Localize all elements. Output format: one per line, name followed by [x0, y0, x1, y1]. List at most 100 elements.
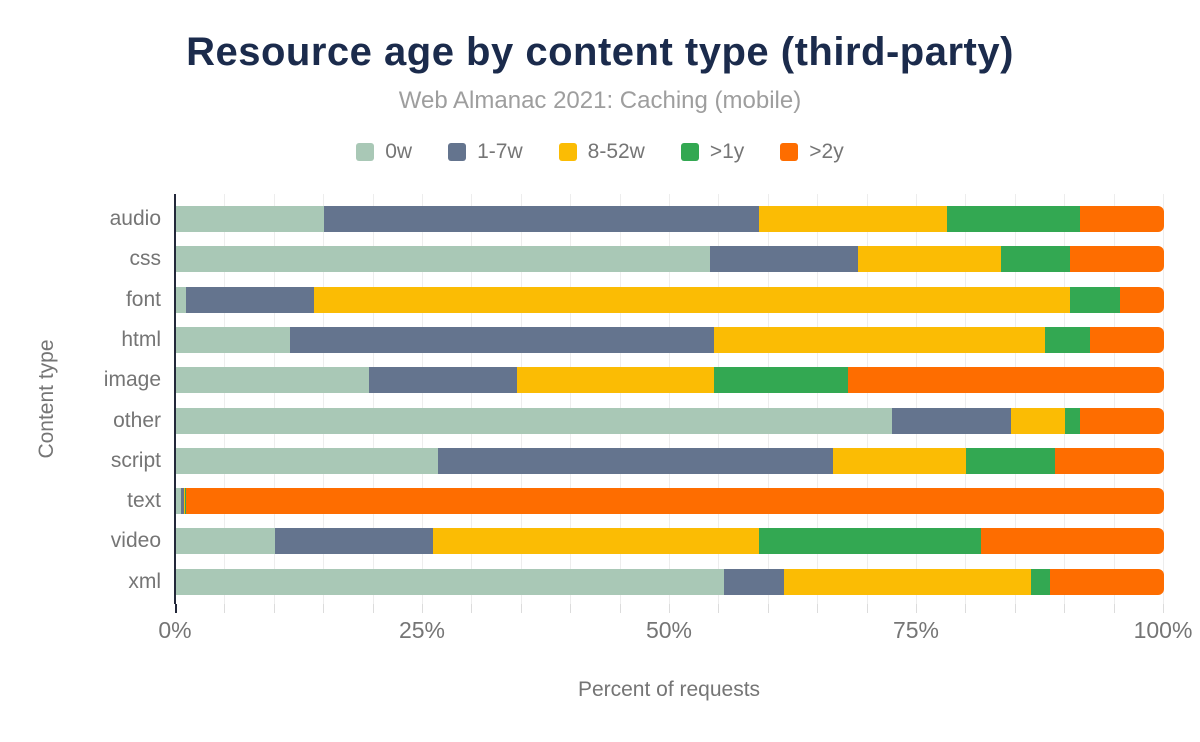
bar-segment-text-8-52w[interactable] — [183, 488, 185, 515]
category-label-image: image — [103, 368, 161, 392]
gridline-15 — [323, 194, 325, 604]
bar-segment-html-8-52w[interactable] — [714, 326, 1046, 353]
bar-segment-font->2y[interactable] — [1119, 286, 1164, 313]
legend-item-8-52w: 8-52w — [558, 140, 645, 164]
bar-segment-script-8-52w[interactable] — [833, 447, 967, 474]
axis-tick-25 — [422, 604, 423, 613]
bar-segment-text-0w[interactable] — [176, 488, 181, 515]
gridline-95 — [1113, 194, 1115, 604]
axis-tick-45 — [619, 604, 621, 613]
bar-segment-video->2y[interactable] — [981, 528, 1164, 555]
axis-tick-70 — [866, 604, 868, 613]
bar-segment-image->1y[interactable] — [714, 367, 848, 394]
bar-segment-text-1-7w[interactable] — [180, 488, 184, 515]
bar-segment-css->1y[interactable] — [1000, 246, 1071, 273]
bar-segment-other-8-52w[interactable] — [1010, 407, 1066, 434]
axis-tick-80 — [965, 604, 967, 613]
bar-segment-xml->2y[interactable] — [1050, 568, 1164, 595]
gridline-50 — [669, 194, 670, 604]
bar-row-video — [176, 528, 1164, 555]
axis-tick-10 — [273, 604, 275, 613]
bar-segment-video->1y[interactable] — [758, 528, 982, 555]
gridline-40 — [570, 194, 572, 604]
bar-segment-html-1-7w[interactable] — [289, 326, 715, 353]
gridline-85 — [1014, 194, 1016, 604]
axis-tick-20 — [372, 604, 374, 613]
gridline-70 — [866, 194, 868, 604]
chart-subtitle: Web Almanac 2021: Caching (mobile) — [398, 87, 802, 114]
bar-segment-font-0w[interactable] — [176, 286, 186, 313]
bar-segment-video-0w[interactable] — [176, 528, 275, 555]
bar-segment-xml-8-52w[interactable] — [783, 568, 1031, 595]
x-tick-label-100: 100% — [1133, 617, 1193, 643]
axis-tick-55 — [718, 604, 720, 613]
gridline-75 — [916, 194, 917, 604]
legend-swatch-icon — [356, 143, 375, 161]
bar-segment-audio-8-52w[interactable] — [758, 206, 947, 232]
bar-segment-script->1y[interactable] — [966, 447, 1056, 474]
bar-segment-script->2y[interactable] — [1055, 447, 1164, 474]
bar-segment-script-1-7w[interactable] — [437, 447, 833, 474]
bar-segment-xml-0w[interactable] — [176, 568, 725, 595]
bar-segment-image-1-7w[interactable] — [368, 367, 517, 394]
bar-row-text — [176, 488, 1164, 515]
bar-segment-text->1y[interactable] — [184, 488, 186, 515]
bar-segment-font-1-7w[interactable] — [185, 286, 315, 313]
legend-swatch-icon — [780, 143, 799, 161]
legend-item->1y: >1y — [680, 140, 744, 164]
category-label-script: script — [110, 448, 161, 472]
bar-segment-image->2y[interactable] — [847, 367, 1164, 394]
bar-segment-font-8-52w[interactable] — [314, 286, 1071, 313]
bar-segment-other-0w[interactable] — [176, 407, 893, 434]
bar-segment-xml-1-7w[interactable] — [724, 568, 784, 595]
bar-segment-css->2y[interactable] — [1070, 246, 1164, 273]
bar-segment-xml->1y[interactable] — [1030, 568, 1051, 595]
axis-tick-5 — [224, 604, 226, 613]
x-tick-label-25: 25% — [398, 617, 446, 643]
legend-swatch-icon — [448, 143, 467, 161]
category-label-html: html — [121, 327, 161, 351]
x-tick-label-50: 50% — [645, 617, 693, 643]
bar-segment-image-0w[interactable] — [176, 367, 369, 394]
bar-row-image — [176, 367, 1164, 394]
bar-segment-css-0w[interactable] — [176, 246, 710, 273]
category-label-css: css — [129, 247, 162, 271]
bar-segment-audio-0w[interactable] — [176, 206, 325, 232]
bar-segment-other->2y[interactable] — [1079, 407, 1164, 434]
gridline-55 — [718, 194, 720, 604]
bar-segment-audio->1y[interactable] — [946, 206, 1080, 232]
bar-segment-html->1y[interactable] — [1045, 326, 1090, 353]
x-tick-label-75: 75% — [892, 617, 940, 643]
category-label-xml: xml — [128, 569, 161, 593]
gridline-20 — [372, 194, 374, 604]
axis-tick-60 — [767, 604, 769, 613]
bar-segment-audio->2y[interactable] — [1080, 206, 1164, 232]
bar-row-html — [176, 326, 1164, 353]
gridline-45 — [619, 194, 621, 604]
legend-swatch-icon — [680, 143, 699, 161]
bar-segment-css-1-7w[interactable] — [709, 246, 858, 273]
gridline-30 — [471, 194, 473, 604]
y-axis-line — [174, 194, 176, 604]
bar-segment-video-1-7w[interactable] — [274, 528, 433, 555]
axis-tick-30 — [471, 604, 473, 613]
bar-segment-audio-1-7w[interactable] — [324, 206, 759, 232]
bar-row-audio — [176, 206, 1164, 232]
bar-segment-font->1y[interactable] — [1070, 286, 1120, 313]
bar-segment-html-0w[interactable] — [176, 326, 290, 353]
bar-row-font — [176, 286, 1164, 313]
bar-segment-other->1y[interactable] — [1065, 407, 1080, 434]
bar-segment-script-0w[interactable] — [176, 447, 438, 474]
category-label-other: other — [113, 408, 161, 432]
bar-segment-video-8-52w[interactable] — [432, 528, 759, 555]
bar-segment-other-1-7w[interactable] — [892, 407, 1011, 434]
axis-tick-75 — [916, 604, 917, 613]
bar-segment-image-8-52w[interactable] — [516, 367, 715, 394]
bar-segment-css-8-52w[interactable] — [857, 246, 1001, 273]
bar-segment-text->2y[interactable] — [185, 488, 1164, 515]
category-label-video: video — [110, 529, 161, 553]
legend: 0w 1-7w 8-52w >1y >2y — [0, 140, 1200, 164]
bar-segment-html->2y[interactable] — [1089, 326, 1164, 353]
legend-item->2y: >2y — [780, 140, 844, 164]
